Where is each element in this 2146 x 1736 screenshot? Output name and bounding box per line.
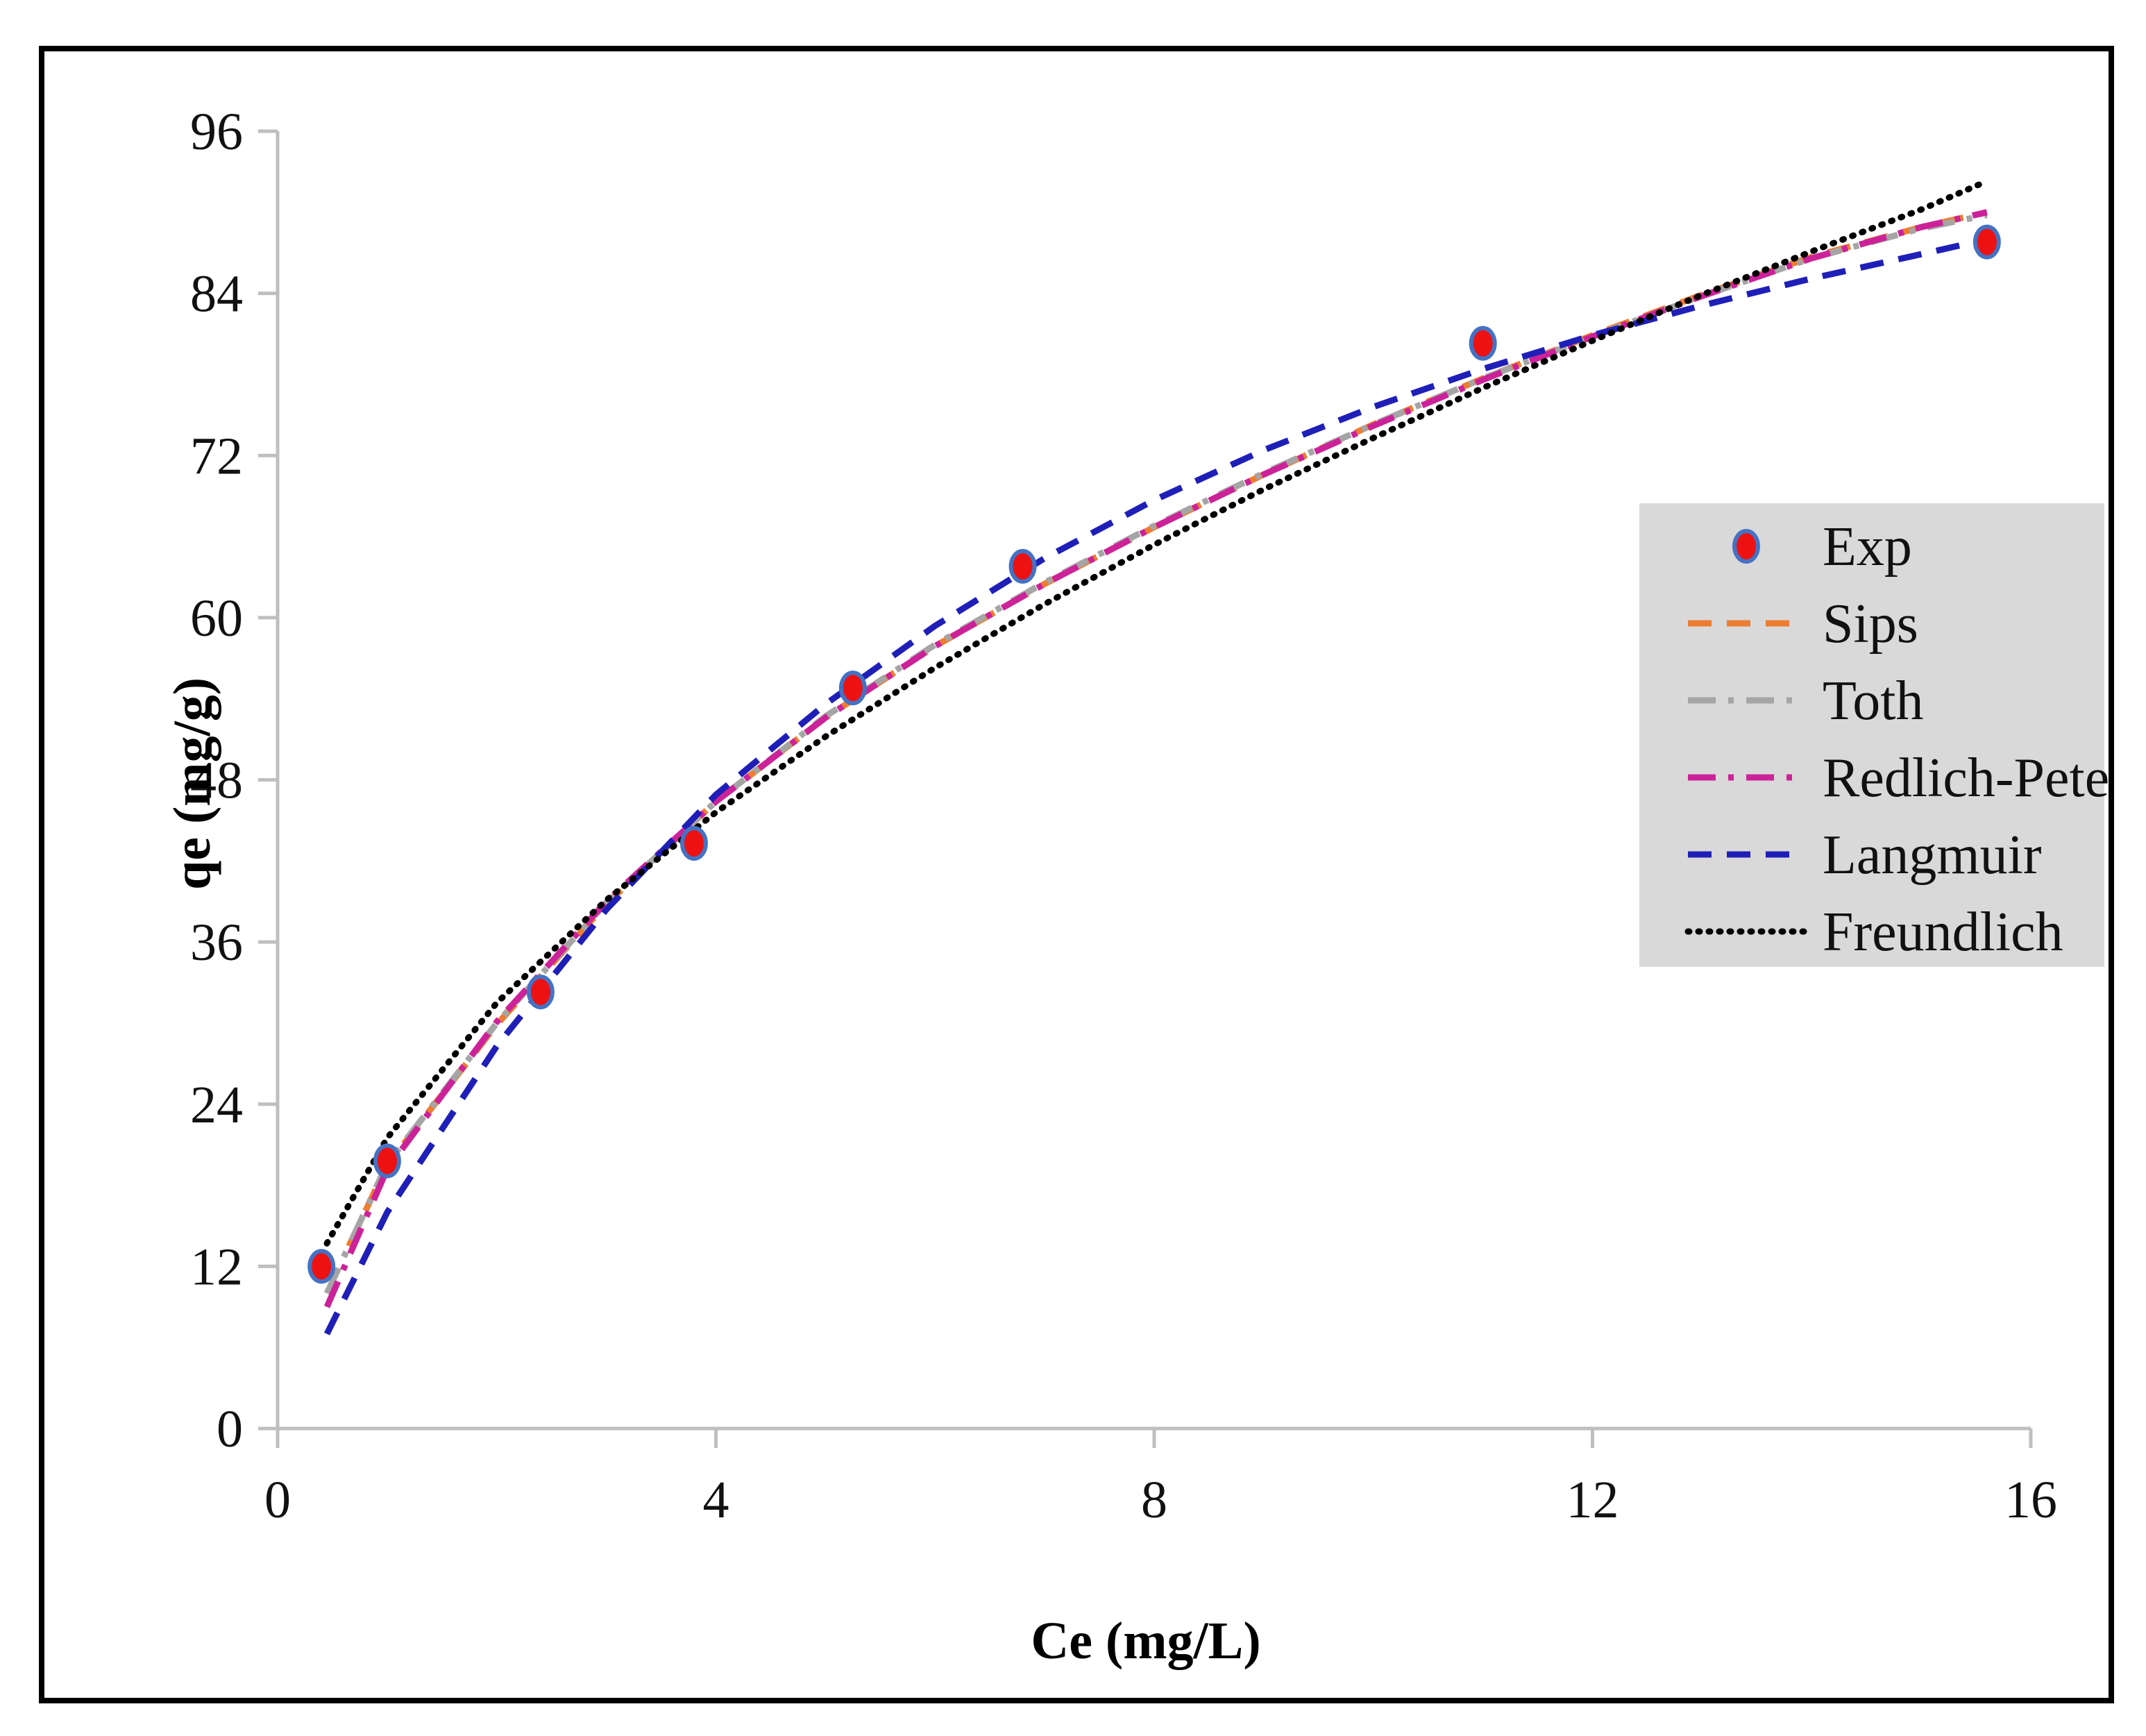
legend-label: Exp — [1823, 516, 1912, 578]
legend-label: Redlich-Peterson — [1823, 748, 2109, 809]
legend-swatch — [1732, 529, 1760, 564]
y-axis-title: qe (mg/g) — [163, 677, 221, 890]
legend-item-langmuir: Langmuir — [1688, 825, 2041, 886]
y-tick-label: 60 — [190, 589, 243, 648]
legend-item-freundlich: Freundlich — [1684, 902, 2063, 963]
legend: Exp Sips Toth Redlich-Peterson Langmuir Freun… — [1639, 503, 2109, 967]
y-tick-label: 24 — [190, 1076, 243, 1134]
y-tick-label: 72 — [190, 427, 243, 485]
series-line-toth — [323, 212, 1988, 1295]
data-point-exp — [1972, 224, 2001, 260]
x-tick-label: 0 — [264, 1471, 291, 1529]
legend-label: Toth — [1823, 671, 1924, 732]
y-tick-label: 84 — [190, 265, 243, 323]
legend-label: Sips — [1823, 593, 1918, 655]
marker-layer — [307, 224, 2001, 1284]
data-point-exp — [838, 671, 867, 706]
data-point-exp — [1469, 326, 1497, 361]
legend-item-toth: Toth — [1688, 671, 1924, 732]
data-point-exp — [526, 975, 555, 1010]
data-point-exp — [1008, 548, 1037, 584]
x-tick-label: 16 — [2004, 1471, 2057, 1529]
data-point-exp — [307, 1249, 336, 1284]
legend-item-redlich-peterson: Redlich-Peterson — [1688, 748, 2109, 809]
y-tick-label: 0 — [217, 1400, 243, 1458]
series-layer — [323, 178, 1991, 1335]
legend-item-exp: Exp — [1732, 516, 1912, 578]
legend-label: Freundlich — [1823, 902, 2063, 963]
y-tick-label: 36 — [190, 913, 243, 972]
data-point-exp — [679, 826, 708, 861]
legend-label: Langmuir — [1823, 825, 2041, 886]
x-tick-label: 4 — [703, 1471, 729, 1529]
legend-background — [1639, 503, 2104, 967]
legend-item-sips: Sips — [1688, 593, 1918, 655]
series-line-freundlich — [323, 178, 1991, 1247]
y-tick-label: 12 — [190, 1238, 243, 1296]
figure-frame: 0 12 24 36 48 60 72 84 96 0 4 8 12 16 Ce (mg/L) qe (m… — [39, 46, 2114, 1703]
data-point-exp — [373, 1143, 401, 1179]
x-tick-label: 8 — [1141, 1471, 1167, 1529]
y-tick-label: 96 — [190, 103, 243, 161]
x-axis-title: Ce (mg/L) — [1031, 1612, 1260, 1670]
y-tick-label: 48 — [190, 752, 243, 810]
x-tick-label: 12 — [1566, 1471, 1619, 1529]
